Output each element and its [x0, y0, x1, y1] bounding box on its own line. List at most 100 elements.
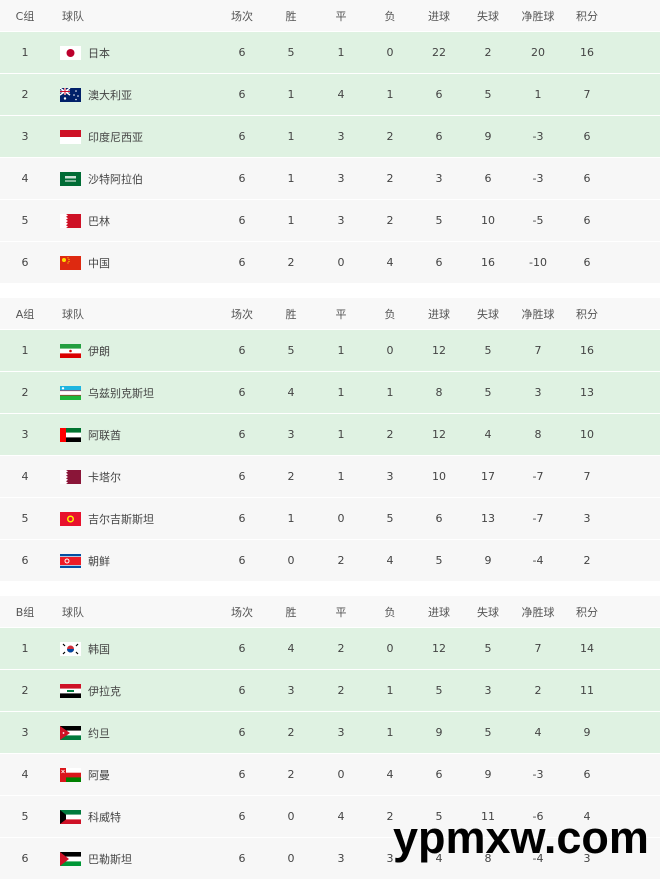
- lost: 4: [386, 554, 394, 567]
- played: 6: [238, 768, 246, 781]
- drawn: 1: [337, 470, 345, 483]
- drawn: 1: [337, 46, 345, 59]
- header-lost: 负: [384, 307, 396, 321]
- goals-against: 11: [481, 810, 495, 823]
- goal-diff: -4: [532, 852, 544, 865]
- team-name[interactable]: 约旦: [88, 726, 110, 740]
- won: 2: [287, 768, 295, 781]
- drawn: 3: [337, 172, 345, 185]
- goals-for: 12: [432, 642, 446, 655]
- team-name[interactable]: 阿联酋: [88, 428, 121, 442]
- rank: 1: [21, 344, 29, 357]
- goals-against: 17: [481, 470, 495, 483]
- lost: 2: [386, 130, 394, 143]
- table-row[interactable]: 5 巴林 6 1 3 2 5 10 -5 6: [0, 200, 660, 242]
- won: 3: [287, 428, 295, 441]
- table-row[interactable]: 5 科威特 6 0 4 2 5 11 -6 4: [0, 796, 660, 838]
- table-row[interactable]: 1 伊朗 6 5 1 0 12 5 7 16: [0, 330, 660, 372]
- header-points: 积分: [576, 9, 598, 23]
- points: 16: [580, 344, 594, 357]
- lost: 2: [386, 172, 394, 185]
- team-name[interactable]: 中国: [88, 256, 110, 270]
- header-team: 球队: [62, 307, 84, 321]
- goal-diff: 7: [534, 642, 542, 655]
- won: 2: [287, 470, 295, 483]
- drawn: 3: [337, 726, 345, 739]
- points: 3: [583, 512, 591, 525]
- team-name[interactable]: 澳大利亚: [88, 88, 132, 102]
- team-name[interactable]: 韩国: [88, 642, 110, 656]
- won: 2: [287, 256, 295, 269]
- table-row[interactable]: 4 卡塔尔 6 2 1 3 10 17 -7 7: [0, 456, 660, 498]
- drawn: 3: [337, 214, 345, 227]
- group-table: B组 球队 场次胜平负进球 失球 净胜球 积分 1 韩国 6 4 2 0 12 5 7 14 2 伊拉克…: [0, 596, 660, 880]
- table-row[interactable]: 1 韩国 6 4 2 0 12 5 7 14: [0, 628, 660, 670]
- goals-for: 6: [435, 256, 443, 269]
- team-name[interactable]: 巴林: [88, 214, 110, 228]
- team-name[interactable]: 朝鲜: [88, 554, 110, 568]
- team-name[interactable]: 日本: [88, 46, 110, 60]
- table-row[interactable]: 2 乌兹别克斯坦 6 4 1 1 8 5 3 13: [0, 372, 660, 414]
- points: 2: [583, 554, 591, 567]
- header-won: 胜: [285, 9, 297, 23]
- goals-for: 12: [432, 428, 446, 441]
- header-row: A组 球队 场次 胜 平 负 进球 失球 净胜球 积分: [0, 298, 660, 330]
- goal-diff: -10: [529, 256, 547, 269]
- goal-diff: -3: [532, 172, 544, 185]
- won: 1: [287, 512, 295, 525]
- table-row[interactable]: 3 阿联酋 6 3 1 2 12 4 8 10: [0, 414, 660, 456]
- table-row[interactable]: 2 伊拉克 6 3 2 1 5 3 2 11: [0, 670, 660, 712]
- team-name[interactable]: 乌兹别克斯坦: [88, 386, 154, 400]
- played: 6: [238, 470, 246, 483]
- goals-for: 6: [435, 88, 443, 101]
- goal-diff: 1: [534, 88, 542, 101]
- table-row[interactable]: 6 中国 6 2 0 4 6 16 -10 6: [0, 242, 660, 284]
- team-name[interactable]: 伊朗: [88, 344, 110, 358]
- table-row[interactable]: 2 澳大利亚 6 1 4 1 6 5 1 7: [0, 74, 660, 116]
- goals-against: 4: [484, 428, 492, 441]
- lost: 1: [386, 684, 394, 697]
- played: 6: [238, 214, 246, 227]
- goal-diff: 4: [534, 726, 542, 739]
- goals-for: 5: [435, 214, 443, 227]
- header-goals-against: 失球: [477, 9, 499, 23]
- team-name[interactable]: 巴勒斯坦: [88, 852, 132, 866]
- goals-against: 6: [484, 172, 492, 185]
- team-name[interactable]: 印度尼西亚: [88, 130, 143, 144]
- won: 5: [287, 344, 295, 357]
- header-lost: 负: [384, 605, 396, 619]
- won: 1: [287, 214, 295, 227]
- table-row[interactable]: 6 巴勒斯坦 6 0 3 3 4 8 -4 3: [0, 838, 660, 880]
- header-goals-for: 进球: [428, 605, 450, 619]
- team-name[interactable]: 吉尔吉斯斯坦: [88, 512, 154, 526]
- goals-against: 5: [484, 642, 492, 655]
- table-row[interactable]: 5 吉尔吉斯斯坦 6 1 0 5 6 13 -7 3: [0, 498, 660, 540]
- points: 6: [583, 256, 591, 269]
- goal-diff: 2: [534, 684, 542, 697]
- won: 3: [287, 684, 295, 697]
- table-row[interactable]: 4 沙特阿拉伯 6 1 3 2 3 6 -3 6: [0, 158, 660, 200]
- header-played: 场次: [231, 9, 253, 23]
- drawn: 1: [337, 386, 345, 399]
- team-name[interactable]: 伊拉克: [88, 684, 121, 698]
- table-row[interactable]: 4 阿曼 6 2 0 4 6 9 -3 6: [0, 754, 660, 796]
- kuwait-flag-icon: [60, 810, 81, 824]
- team-name[interactable]: 科威特: [88, 810, 121, 824]
- table-row[interactable]: 1 日本 6 5 1 0 22 2 20 16: [0, 32, 660, 74]
- table-row[interactable]: 6 朝鲜 6 0 2 4 5 9 -4 2: [0, 540, 660, 582]
- team-name[interactable]: 卡塔尔: [88, 470, 121, 484]
- played: 6: [238, 554, 246, 567]
- drawn: 1: [337, 344, 345, 357]
- goals-against: 9: [484, 554, 492, 567]
- table-row[interactable]: 3 印度尼西亚 6 1 3 2 6 9 -3 6: [0, 116, 660, 158]
- team-name[interactable]: 沙特阿拉伯: [88, 172, 143, 186]
- table-row[interactable]: 3 约旦 6 2 3 1 9 5 4 9: [0, 712, 660, 754]
- header-won: 胜: [285, 307, 297, 321]
- team-name[interactable]: 阿曼: [88, 768, 110, 782]
- rank: 3: [21, 428, 29, 441]
- goal-diff: -7: [532, 512, 544, 525]
- lost: 2: [386, 214, 394, 227]
- lost: 5: [386, 512, 394, 525]
- goals-against: 5: [484, 386, 492, 399]
